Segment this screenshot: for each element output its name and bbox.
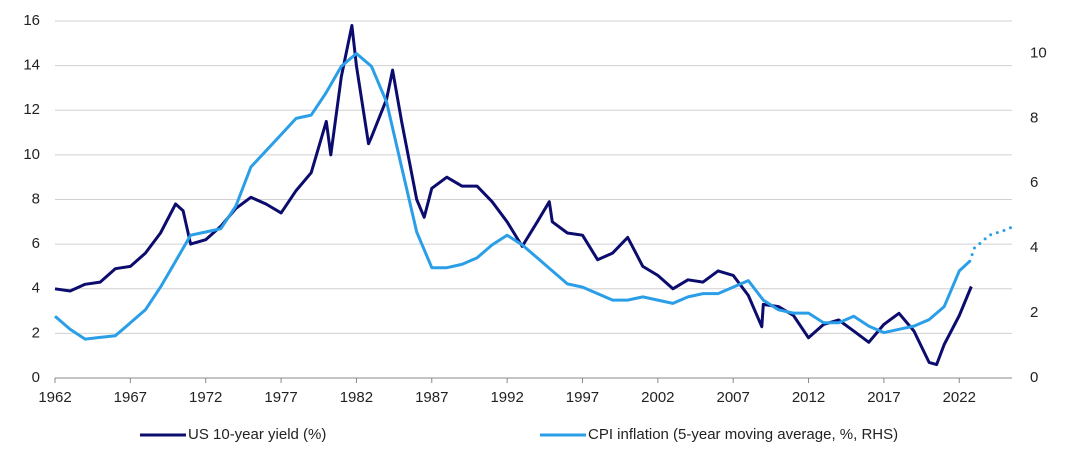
x-tick-label: 1962: [38, 389, 71, 406]
y-tick-label: 4: [32, 280, 40, 297]
x-tick-label: 2022: [943, 389, 976, 406]
series-line: [968, 225, 1014, 263]
series-line: [54, 24, 973, 367]
y2-tick-label: 10: [1030, 44, 1047, 61]
legend-label: US 10-year yield (%): [188, 426, 326, 443]
y-tick-label: 12: [23, 101, 40, 118]
y2-tick-label: 0: [1030, 369, 1038, 386]
x-tick-label: 1997: [566, 389, 599, 406]
y-tick-label: 14: [23, 57, 40, 74]
y-tick-label: 10: [23, 146, 40, 163]
series-line: [54, 52, 971, 341]
legend-label: CPI inflation (5-year moving average, %,…: [588, 426, 898, 443]
x-tick-label: 1967: [114, 389, 147, 406]
y2-tick-label: 6: [1030, 174, 1038, 191]
x-tick-label: 1972: [189, 389, 222, 406]
x-tick-label: 1982: [340, 389, 373, 406]
y2-tick-label: 4: [1030, 239, 1038, 256]
y2-tick-label: 2: [1030, 304, 1038, 321]
x-tick-label: 2002: [641, 389, 674, 406]
y-tick-label: 16: [23, 12, 40, 29]
x-tick-label: 2007: [717, 389, 750, 406]
y2-tick-label: 8: [1030, 109, 1038, 126]
y-tick-label: 8: [32, 190, 40, 207]
x-tick-label: 1987: [415, 389, 448, 406]
x-tick-label: 2017: [867, 389, 900, 406]
y-tick-label: 2: [32, 324, 40, 341]
y-tick-label: 0: [32, 369, 40, 386]
x-tick-label: 2012: [792, 389, 825, 406]
y-tick-label: 6: [32, 235, 40, 252]
x-tick-label: 1992: [490, 389, 523, 406]
x-tick-label: 1977: [264, 389, 297, 406]
